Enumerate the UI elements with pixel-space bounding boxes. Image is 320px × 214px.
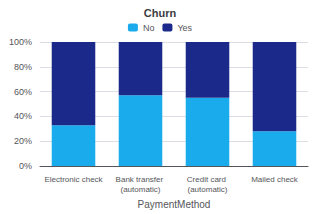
- svg-text:Mailed check: Mailed check: [251, 175, 299, 184]
- svg-text:No: No: [143, 23, 155, 33]
- svg-text:(automatic): (automatic): [187, 185, 227, 194]
- svg-text:Credit card: Credit card: [187, 175, 228, 184]
- svg-text:Churn: Churn: [144, 7, 177, 19]
- svg-text:20%: 20%: [14, 136, 32, 146]
- svg-text:60%: 60%: [14, 87, 32, 97]
- svg-text:(automatic): (automatic): [120, 185, 160, 194]
- svg-text:80%: 80%: [14, 62, 32, 72]
- svg-text:Electronic check: Electronic check: [44, 175, 103, 184]
- svg-text:0%: 0%: [19, 161, 32, 171]
- svg-text:PaymentMethod: PaymentMethod: [138, 199, 211, 210]
- svg-text:Yes: Yes: [177, 23, 192, 33]
- svg-text:40%: 40%: [14, 111, 32, 121]
- svg-text:100%: 100%: [9, 37, 32, 47]
- svg-text:Bank transfer: Bank transfer: [116, 175, 166, 184]
